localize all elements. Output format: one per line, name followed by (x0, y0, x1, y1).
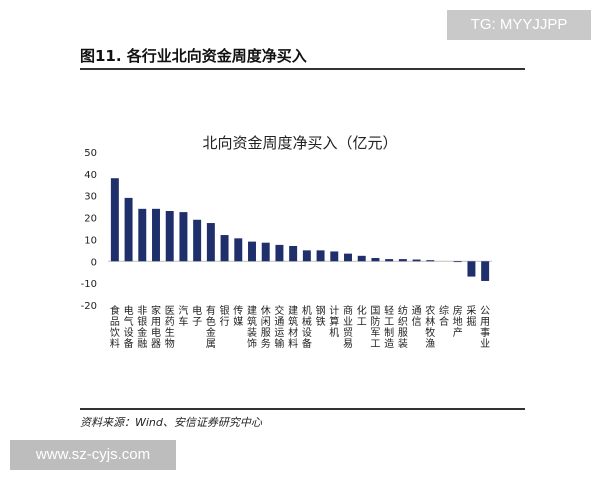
x-category-label: 机械设备 (302, 304, 312, 350)
bar-2 (124, 197, 133, 262)
x-category-label: 综合 (439, 304, 449, 328)
bar-4 (152, 208, 160, 262)
bar-16 (316, 250, 325, 262)
bar-17 (330, 251, 339, 262)
bar-26 (453, 261, 462, 263)
bar-23 (412, 259, 421, 262)
x-category-label: 电子 (192, 304, 202, 328)
bar-5 (165, 211, 174, 262)
y-tick-label: 20 (84, 214, 97, 225)
x-category-label: 银行 (220, 304, 230, 328)
bars-group (110, 178, 490, 281)
source-note: 资料来源：Wind、安信证券研究中心 (80, 416, 262, 429)
x-category-label: 非银金融 (137, 305, 147, 350)
x-category-label: 计算机 (329, 304, 339, 339)
x-category-label: 建筑材料 (288, 304, 298, 350)
bar-18 (344, 253, 352, 262)
bottom-watermark: www.sz-cyjs.com (10, 440, 176, 470)
x-category-label: 房地产 (453, 304, 463, 339)
x-category-label: 化工 (357, 304, 367, 328)
bar-14 (289, 245, 298, 262)
y-tick-label: 30 (84, 192, 97, 203)
x-category-label: 钢铁 (316, 304, 326, 328)
bar-13 (275, 244, 284, 262)
bar-15 (302, 250, 311, 262)
bar-28 (481, 261, 490, 281)
y-tick-label: -10 (81, 279, 97, 290)
y-tick-label: 50 (84, 148, 97, 159)
x-category-label: 建筑装饰 (247, 304, 257, 350)
x-category-label: 采掘 (466, 305, 476, 328)
chart-title: 北向资金周度净买入（亿元） (202, 134, 397, 152)
bar-10 (234, 238, 243, 262)
bar-21 (385, 259, 394, 262)
bar-22 (398, 259, 407, 262)
x-category-label: 商业贸易 (343, 304, 353, 350)
x-category-label: 国防军工 (370, 305, 380, 350)
bar-20 (371, 258, 380, 262)
bar-8 (206, 223, 215, 262)
top-divider (80, 68, 525, 70)
x-category-label: 公用事业 (480, 306, 490, 350)
bar-1 (110, 178, 119, 262)
x-axis-labels: 食品饮料电气设备非银金融家用电器医药生物汽车电子有色金属银行传媒建筑装饰休闲服务… (110, 304, 490, 350)
y-tick-label: -20 (81, 301, 97, 312)
bar-12 (261, 242, 270, 262)
x-category-label: 轻工制造 (384, 304, 394, 350)
figure-title: 图11. 各行业北向资金周度净买入 (80, 47, 307, 65)
x-category-label: 交通运输 (274, 304, 284, 350)
y-tick-label: 0 (91, 257, 97, 268)
x-category-label: 电气设备 (124, 304, 134, 350)
bar-11 (248, 241, 256, 262)
bar-24 (426, 260, 435, 262)
bar-3 (138, 208, 147, 262)
y-tick-label: 40 (84, 170, 97, 181)
bottom-divider (80, 408, 525, 410)
bar-19 (357, 255, 366, 262)
bar-9 (220, 235, 229, 262)
x-category-label: 农林牧渔 (425, 304, 435, 350)
bar-6 (179, 212, 188, 262)
x-category-label: 汽车 (178, 304, 188, 328)
x-category-label: 传媒 (233, 305, 243, 328)
x-category-label: 家用电器 (151, 304, 161, 350)
x-category-label: 通信 (412, 305, 422, 328)
top-watermark: TG: MYYJJPP (447, 10, 591, 40)
x-category-label: 有色金属 (206, 304, 216, 350)
x-category-label: 休闲服务 (261, 305, 271, 350)
bar-7 (193, 219, 202, 262)
x-category-label: 纺织服装 (398, 304, 408, 350)
bar-27 (467, 261, 476, 277)
x-category-label: 食品饮料 (110, 304, 120, 350)
y-tick-label: 10 (84, 235, 97, 246)
x-category-label: 医药生物 (165, 305, 175, 350)
